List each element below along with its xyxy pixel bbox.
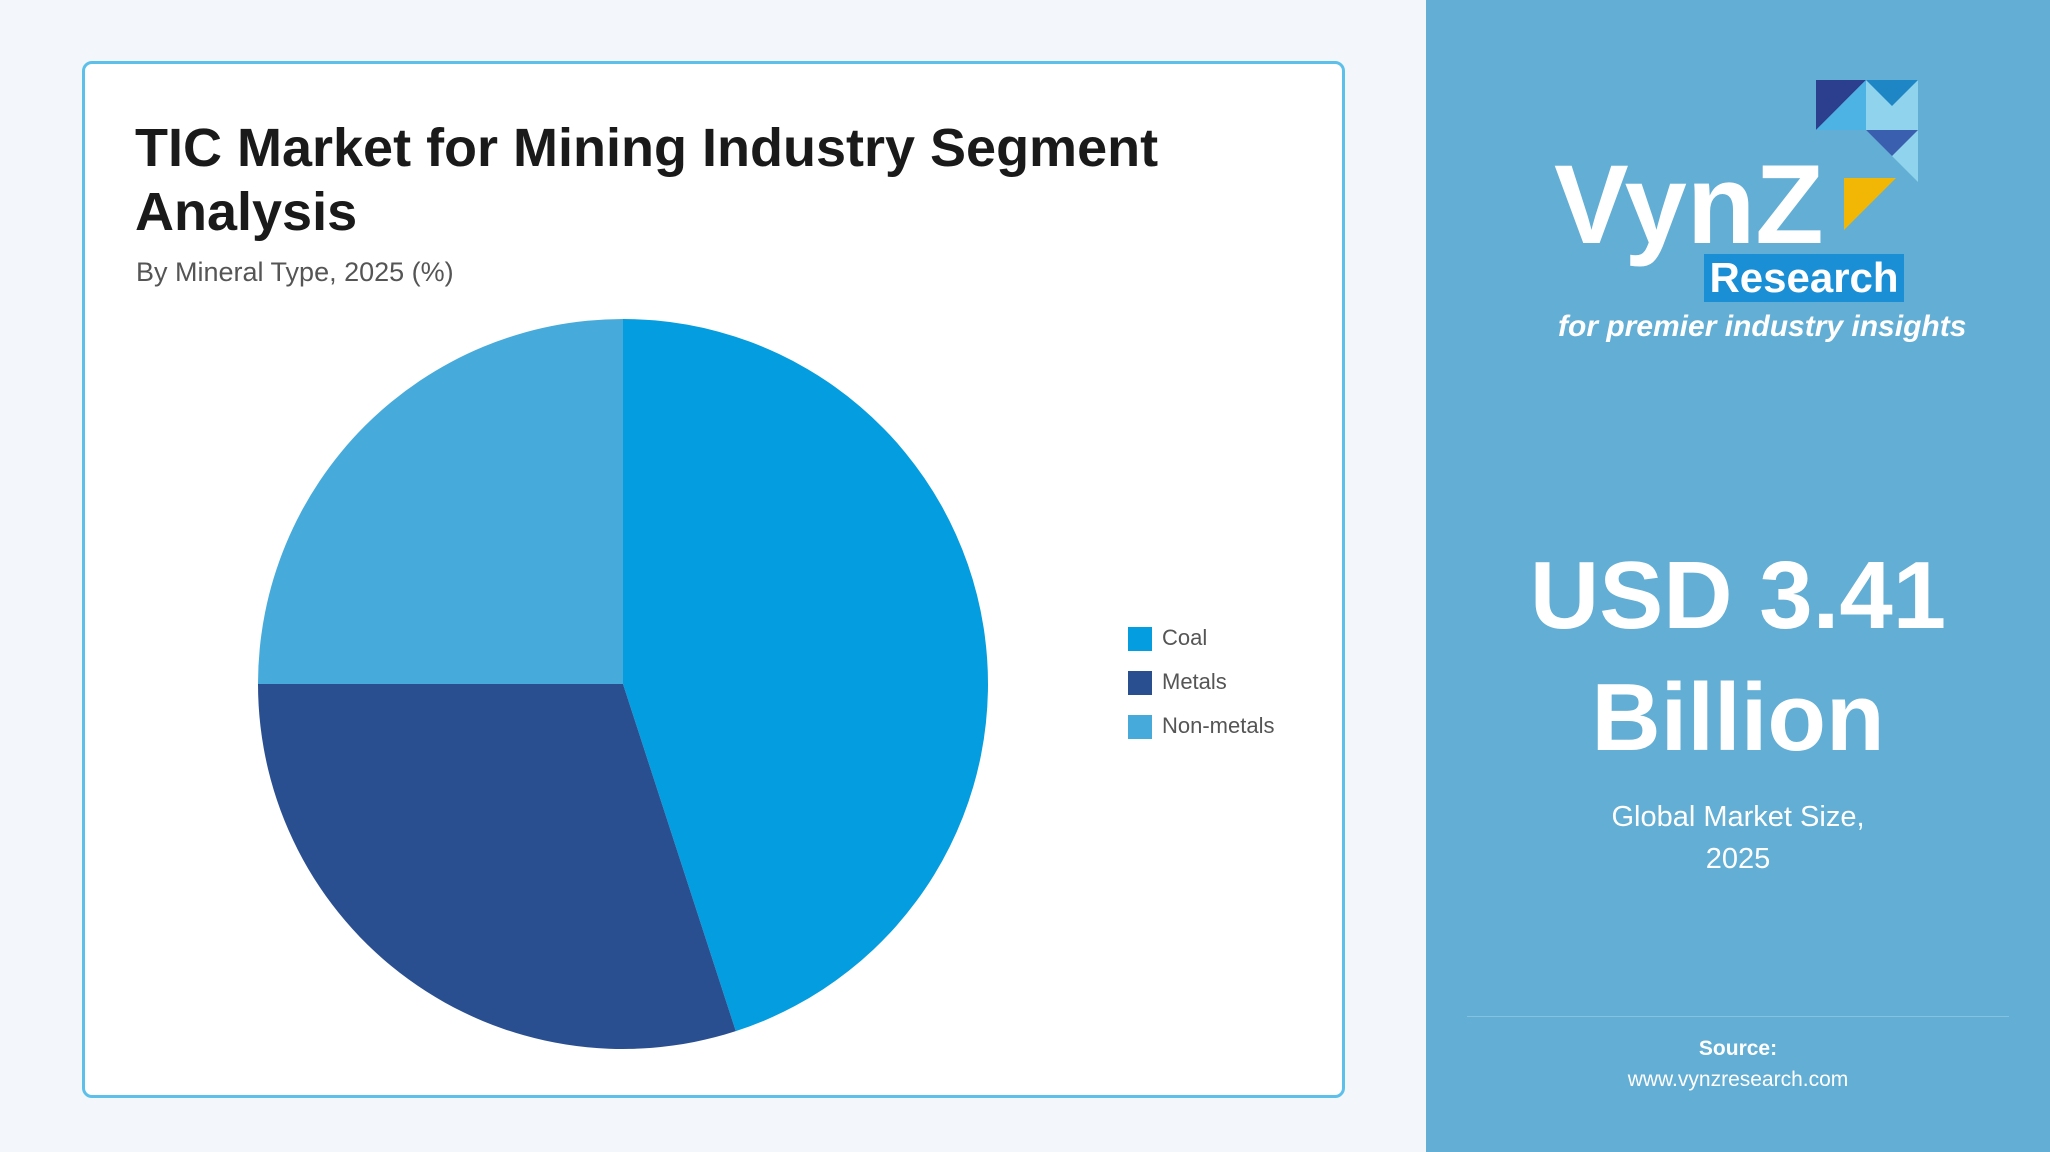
legend-label: Coal bbox=[1162, 625, 1207, 650]
kpi-label: Global Market Size, 2025 bbox=[1611, 801, 1865, 875]
source-label: Source: bbox=[1698, 1037, 1778, 1060]
divider bbox=[1467, 1016, 2009, 1017]
legend-label: Metals bbox=[1162, 669, 1227, 694]
logo-name: VynZ bbox=[1554, 142, 1824, 267]
logo-tagline: Research bbox=[1709, 254, 1898, 301]
legend-label: Non-metals bbox=[1162, 713, 1274, 738]
logo-badge bbox=[1704, 254, 1904, 302]
logo-slogan: for premier industry insights bbox=[1558, 310, 1966, 343]
pie-slice bbox=[258, 684, 736, 1049]
legend-swatch bbox=[1128, 671, 1152, 695]
legend-swatch bbox=[1128, 715, 1152, 739]
chart: Coal Metals Non-metals bbox=[258, 319, 1274, 1049]
pie-slice bbox=[258, 319, 623, 684]
logo-mark bbox=[1816, 80, 1918, 230]
sidebar: VynZ Research for premier industry insig… bbox=[1426, 0, 2050, 1152]
logo: VynZ Research for premier industry insig… bbox=[1554, 80, 1966, 343]
chart-subtitle: By Mineral Type, 2025 (%) bbox=[136, 257, 454, 287]
source-url: www.vynzresearch.com bbox=[1627, 1068, 1849, 1091]
kpi-value: USD 3.41 Billion bbox=[1529, 542, 1947, 771]
pie-slice bbox=[623, 319, 989, 1032]
chart-title: TIC Market for Mining Industry Segment A… bbox=[135, 118, 1159, 242]
chart-card: TIC Market for Mining Industry Segment A… bbox=[82, 61, 1345, 1098]
legend-swatch bbox=[1128, 627, 1152, 651]
